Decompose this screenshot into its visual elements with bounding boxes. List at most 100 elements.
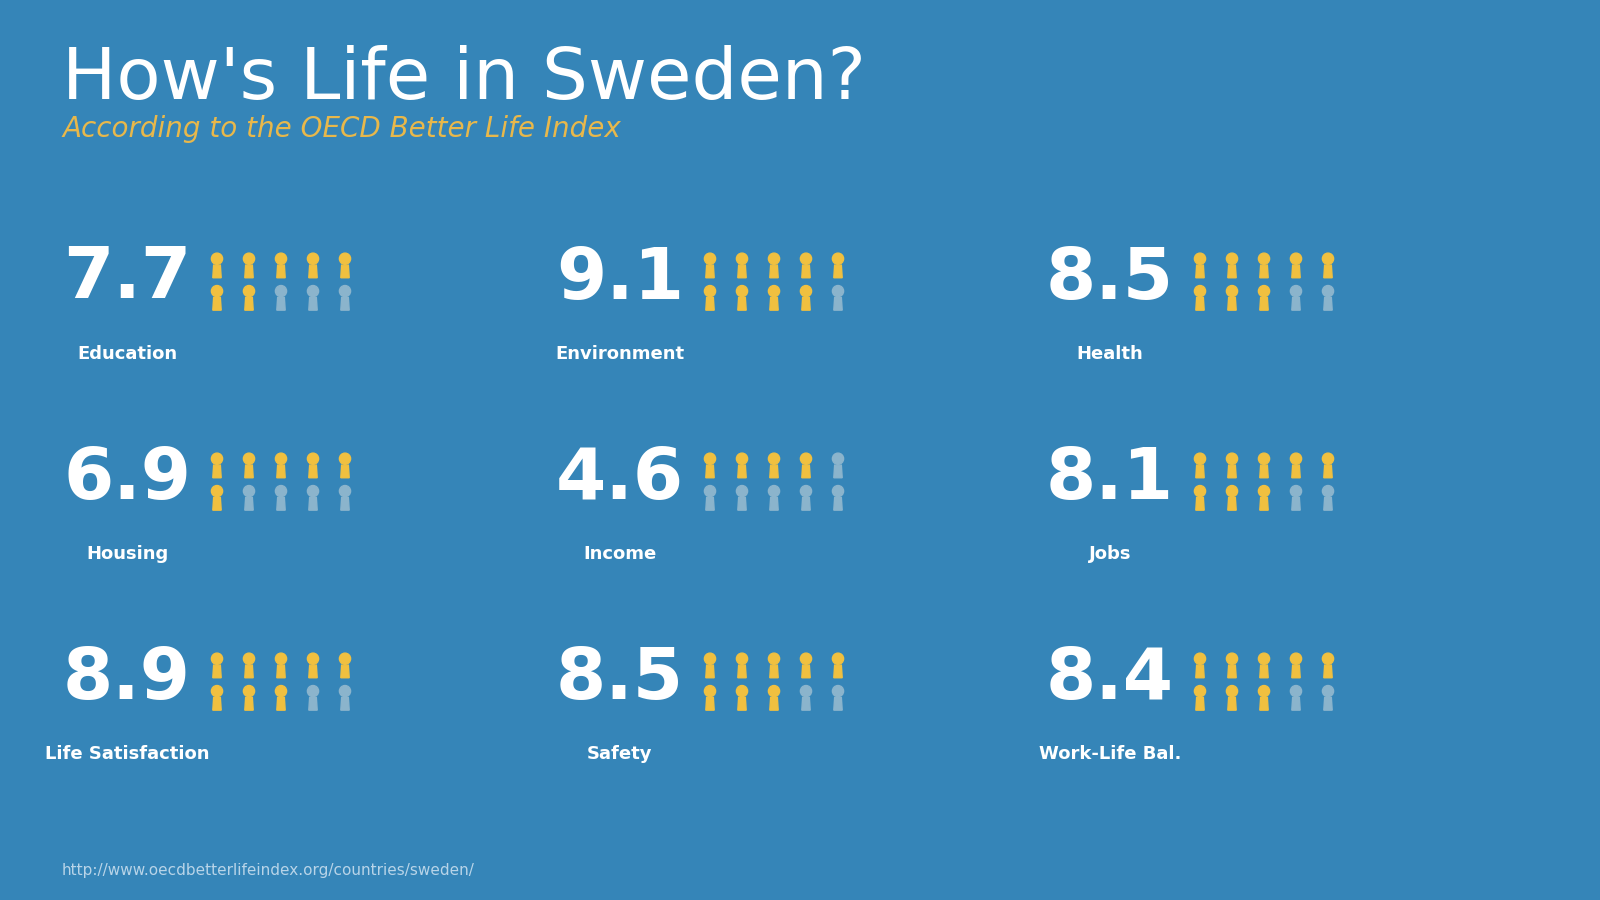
Circle shape: [1323, 253, 1333, 265]
Polygon shape: [1259, 698, 1269, 710]
Polygon shape: [770, 665, 778, 678]
Text: Life Satisfaction: Life Satisfaction: [45, 745, 210, 763]
Polygon shape: [277, 698, 285, 710]
Text: 8.1: 8.1: [1046, 445, 1174, 514]
Polygon shape: [802, 298, 810, 310]
Circle shape: [1194, 253, 1206, 265]
Circle shape: [1227, 653, 1238, 664]
Circle shape: [800, 686, 811, 697]
Circle shape: [704, 686, 715, 697]
Polygon shape: [1195, 465, 1205, 478]
Polygon shape: [1227, 698, 1237, 710]
Circle shape: [1194, 485, 1206, 497]
Circle shape: [307, 686, 318, 697]
Polygon shape: [1195, 665, 1205, 678]
Polygon shape: [738, 698, 746, 710]
Circle shape: [211, 253, 222, 265]
Text: 4.6: 4.6: [555, 445, 685, 514]
Text: Income: Income: [584, 545, 656, 563]
Text: Jobs: Jobs: [1088, 545, 1131, 563]
Circle shape: [800, 453, 811, 464]
Circle shape: [736, 453, 747, 464]
Polygon shape: [770, 498, 778, 510]
Circle shape: [339, 485, 350, 497]
Polygon shape: [1291, 266, 1301, 278]
Polygon shape: [341, 698, 349, 710]
Circle shape: [832, 253, 843, 265]
Polygon shape: [341, 465, 349, 478]
Circle shape: [211, 686, 222, 697]
Polygon shape: [738, 665, 746, 678]
Polygon shape: [802, 266, 810, 278]
Polygon shape: [277, 498, 285, 510]
Polygon shape: [1323, 698, 1333, 710]
Circle shape: [1227, 686, 1238, 697]
Circle shape: [1227, 485, 1238, 497]
Circle shape: [1291, 453, 1302, 464]
Polygon shape: [309, 498, 317, 510]
Circle shape: [1194, 653, 1206, 664]
Polygon shape: [309, 298, 317, 310]
Circle shape: [1323, 485, 1333, 497]
Circle shape: [768, 686, 779, 697]
Polygon shape: [213, 266, 221, 278]
Polygon shape: [1227, 498, 1237, 510]
Circle shape: [1323, 686, 1333, 697]
Polygon shape: [1227, 266, 1237, 278]
Circle shape: [243, 485, 254, 497]
Circle shape: [339, 253, 350, 265]
Circle shape: [1291, 485, 1302, 497]
Text: Health: Health: [1077, 345, 1144, 363]
Polygon shape: [834, 698, 842, 710]
Polygon shape: [1323, 266, 1333, 278]
Circle shape: [704, 485, 715, 497]
Polygon shape: [738, 266, 746, 278]
Circle shape: [243, 686, 254, 697]
Circle shape: [243, 253, 254, 265]
Circle shape: [736, 485, 747, 497]
Polygon shape: [309, 465, 317, 478]
Polygon shape: [1259, 665, 1269, 678]
Polygon shape: [1291, 498, 1301, 510]
Polygon shape: [309, 665, 317, 678]
Circle shape: [307, 453, 318, 464]
Polygon shape: [277, 266, 285, 278]
Circle shape: [704, 453, 715, 464]
Polygon shape: [277, 465, 285, 478]
Polygon shape: [1291, 298, 1301, 310]
Polygon shape: [834, 298, 842, 310]
Circle shape: [1259, 453, 1270, 464]
Circle shape: [211, 485, 222, 497]
Circle shape: [832, 453, 843, 464]
Polygon shape: [213, 665, 221, 678]
Circle shape: [768, 653, 779, 664]
Polygon shape: [1227, 465, 1237, 478]
Circle shape: [768, 485, 779, 497]
Circle shape: [1259, 253, 1270, 265]
Circle shape: [736, 285, 747, 297]
Circle shape: [800, 285, 811, 297]
Polygon shape: [706, 498, 714, 510]
Polygon shape: [706, 266, 714, 278]
Polygon shape: [277, 298, 285, 310]
Text: Safety: Safety: [587, 745, 653, 763]
Circle shape: [832, 285, 843, 297]
Polygon shape: [802, 465, 810, 478]
Circle shape: [307, 653, 318, 664]
Circle shape: [768, 253, 779, 265]
Circle shape: [275, 686, 286, 697]
Circle shape: [800, 653, 811, 664]
Circle shape: [800, 253, 811, 265]
Circle shape: [307, 285, 318, 297]
Polygon shape: [1259, 498, 1269, 510]
Polygon shape: [245, 698, 253, 710]
Text: Work-Life Bal.: Work-Life Bal.: [1038, 745, 1181, 763]
Text: 9.1: 9.1: [555, 245, 685, 313]
Circle shape: [1194, 686, 1206, 697]
Circle shape: [736, 686, 747, 697]
Polygon shape: [245, 465, 253, 478]
Circle shape: [211, 285, 222, 297]
Circle shape: [736, 253, 747, 265]
Polygon shape: [738, 465, 746, 478]
Circle shape: [275, 453, 286, 464]
